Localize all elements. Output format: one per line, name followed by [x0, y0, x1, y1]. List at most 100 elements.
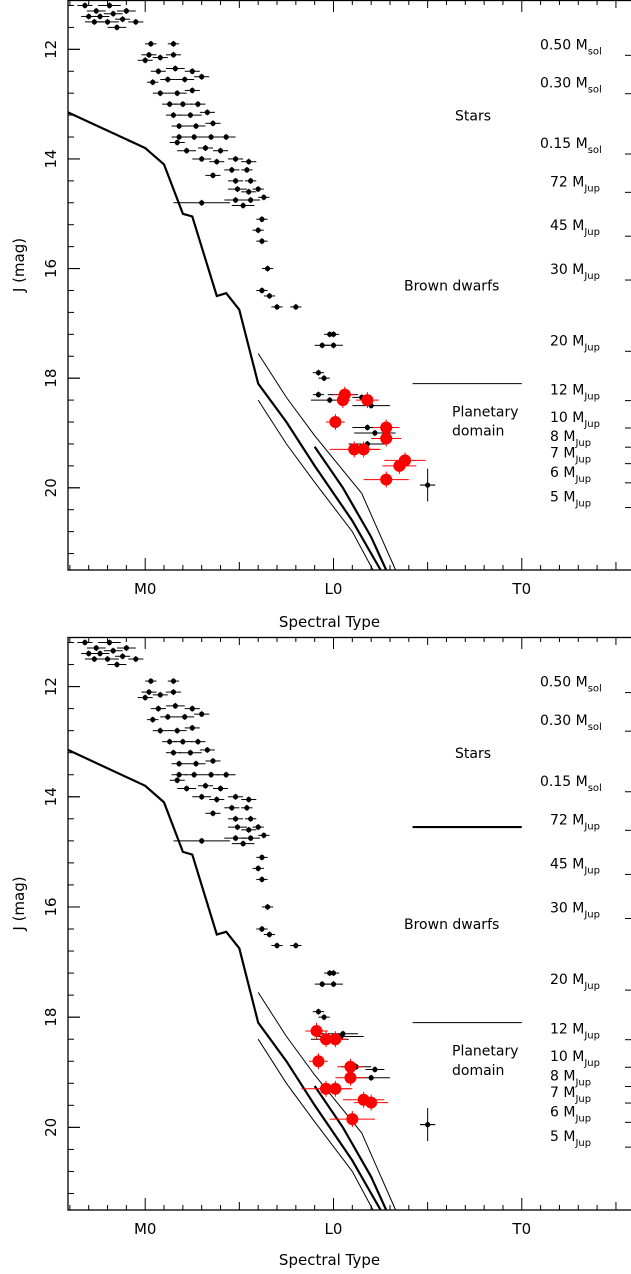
y-axis-title: J (mag)	[10, 876, 28, 931]
mass-label: 0.15 Msol	[540, 136, 602, 156]
red-point	[361, 394, 374, 407]
black-point	[189, 706, 195, 712]
mass-label-unit: Jup	[583, 909, 600, 920]
black-point	[264, 265, 271, 272]
y-tick-label-12: 12	[42, 40, 60, 59]
mass-label-unit: Jup	[574, 1113, 591, 1124]
black-point	[155, 68, 161, 74]
black-point	[223, 134, 229, 140]
model-curve-thick	[67, 748, 382, 1211]
black-point	[184, 148, 190, 154]
black-point	[208, 772, 214, 778]
mass-label-value: 5 M	[550, 489, 575, 505]
x-tick-label-m0: M0	[134, 1220, 157, 1238]
mass-label-value: 0.50 M	[540, 675, 588, 691]
black-point	[246, 796, 252, 803]
mass-label-value: 0.50 M	[540, 37, 588, 53]
mass-label-unit: Jup	[574, 455, 591, 466]
black-point	[165, 76, 171, 83]
black-point	[266, 931, 273, 938]
black-point	[232, 178, 239, 184]
plot-frame	[67, 0, 631, 571]
black-point	[319, 981, 325, 987]
y-tick-label-16: 16	[42, 897, 60, 916]
black-point	[97, 650, 103, 657]
black-point	[142, 695, 148, 701]
black-point	[114, 661, 120, 668]
black-point	[176, 134, 182, 140]
mass-label-value: 72 M	[550, 812, 584, 828]
y-tick-label-12: 12	[42, 677, 60, 696]
y-tick-label-14: 14	[42, 787, 60, 806]
mass-label: 20 MJup	[550, 972, 600, 992]
mass-label-value: 12 M	[550, 383, 584, 399]
mass-label-value: 6 M	[550, 1104, 575, 1120]
mass-label: 30 MJup	[550, 262, 600, 282]
mass-label: 72 MJup	[550, 174, 600, 194]
black-point	[234, 824, 241, 830]
mass-label-value: 20 M	[550, 972, 584, 988]
plot-frame	[67, 636, 631, 1211]
black-point	[264, 904, 271, 910]
black-point	[106, 639, 113, 646]
black-point	[104, 19, 111, 25]
mass-label: 30 MJup	[550, 900, 600, 920]
black-point	[259, 216, 265, 222]
mass-label: 12 MJup	[550, 383, 600, 403]
black-point	[172, 65, 178, 72]
black-point	[315, 1009, 322, 1015]
mass-label-unit: sol	[588, 783, 602, 794]
mass-label: 72 MJup	[550, 812, 600, 832]
black-point	[210, 758, 216, 764]
mass-label-unit: Jup	[583, 271, 600, 282]
black-point	[176, 761, 182, 767]
model-curve-thick	[67, 111, 382, 571]
black-point	[189, 87, 195, 94]
region-label-domain: domain	[452, 1063, 504, 1079]
black-point	[182, 714, 188, 720]
x-tick-label-t0: T0	[511, 580, 531, 598]
black-point	[189, 68, 195, 74]
black-point	[193, 761, 199, 767]
black-point	[148, 41, 154, 47]
y-tick-label-20: 20	[42, 478, 60, 497]
black-point	[368, 1075, 374, 1081]
black-point	[157, 54, 163, 61]
red-point	[346, 1113, 359, 1126]
black-point	[146, 689, 152, 695]
model-curve-thin-lower	[257, 1038, 374, 1211]
red-point	[357, 443, 370, 456]
mass-label: 5 MJup	[550, 489, 591, 509]
red-point	[329, 1033, 342, 1046]
black-point	[150, 717, 156, 723]
mass-label-value: 0.15 M	[540, 774, 588, 790]
mass-label-value: 7 M	[550, 446, 575, 462]
red-point	[312, 1055, 325, 1068]
black-point	[150, 79, 156, 85]
model-curve-thin-upper	[257, 353, 397, 571]
mass-label-value: 8 M	[550, 429, 575, 445]
model-curve-mid	[313, 1085, 388, 1211]
x-tick-label-l0: L0	[325, 580, 343, 598]
black-point	[232, 794, 239, 800]
black-point	[372, 1066, 378, 1073]
black-point	[155, 706, 161, 712]
mass-label-value: 8 M	[550, 1069, 575, 1085]
mass-label-value: 30 M	[550, 900, 584, 916]
black-point	[82, 639, 88, 646]
region-label-stars: Stars	[455, 746, 491, 762]
mass-label-unit: Jup	[583, 1031, 600, 1042]
black-point	[195, 739, 201, 745]
mass-label-unit: Jup	[583, 392, 600, 403]
black-point	[199, 156, 205, 162]
black-point	[208, 134, 214, 140]
black-point	[210, 120, 216, 126]
mass-label-unit: sol	[588, 85, 602, 96]
mass-label-unit: Jup	[583, 227, 600, 238]
x-tick-label-t0: T0	[511, 1220, 531, 1238]
mass-label-unit: sol	[588, 46, 602, 57]
black-point	[176, 123, 182, 129]
black-point	[189, 725, 195, 731]
red-point	[329, 416, 342, 429]
